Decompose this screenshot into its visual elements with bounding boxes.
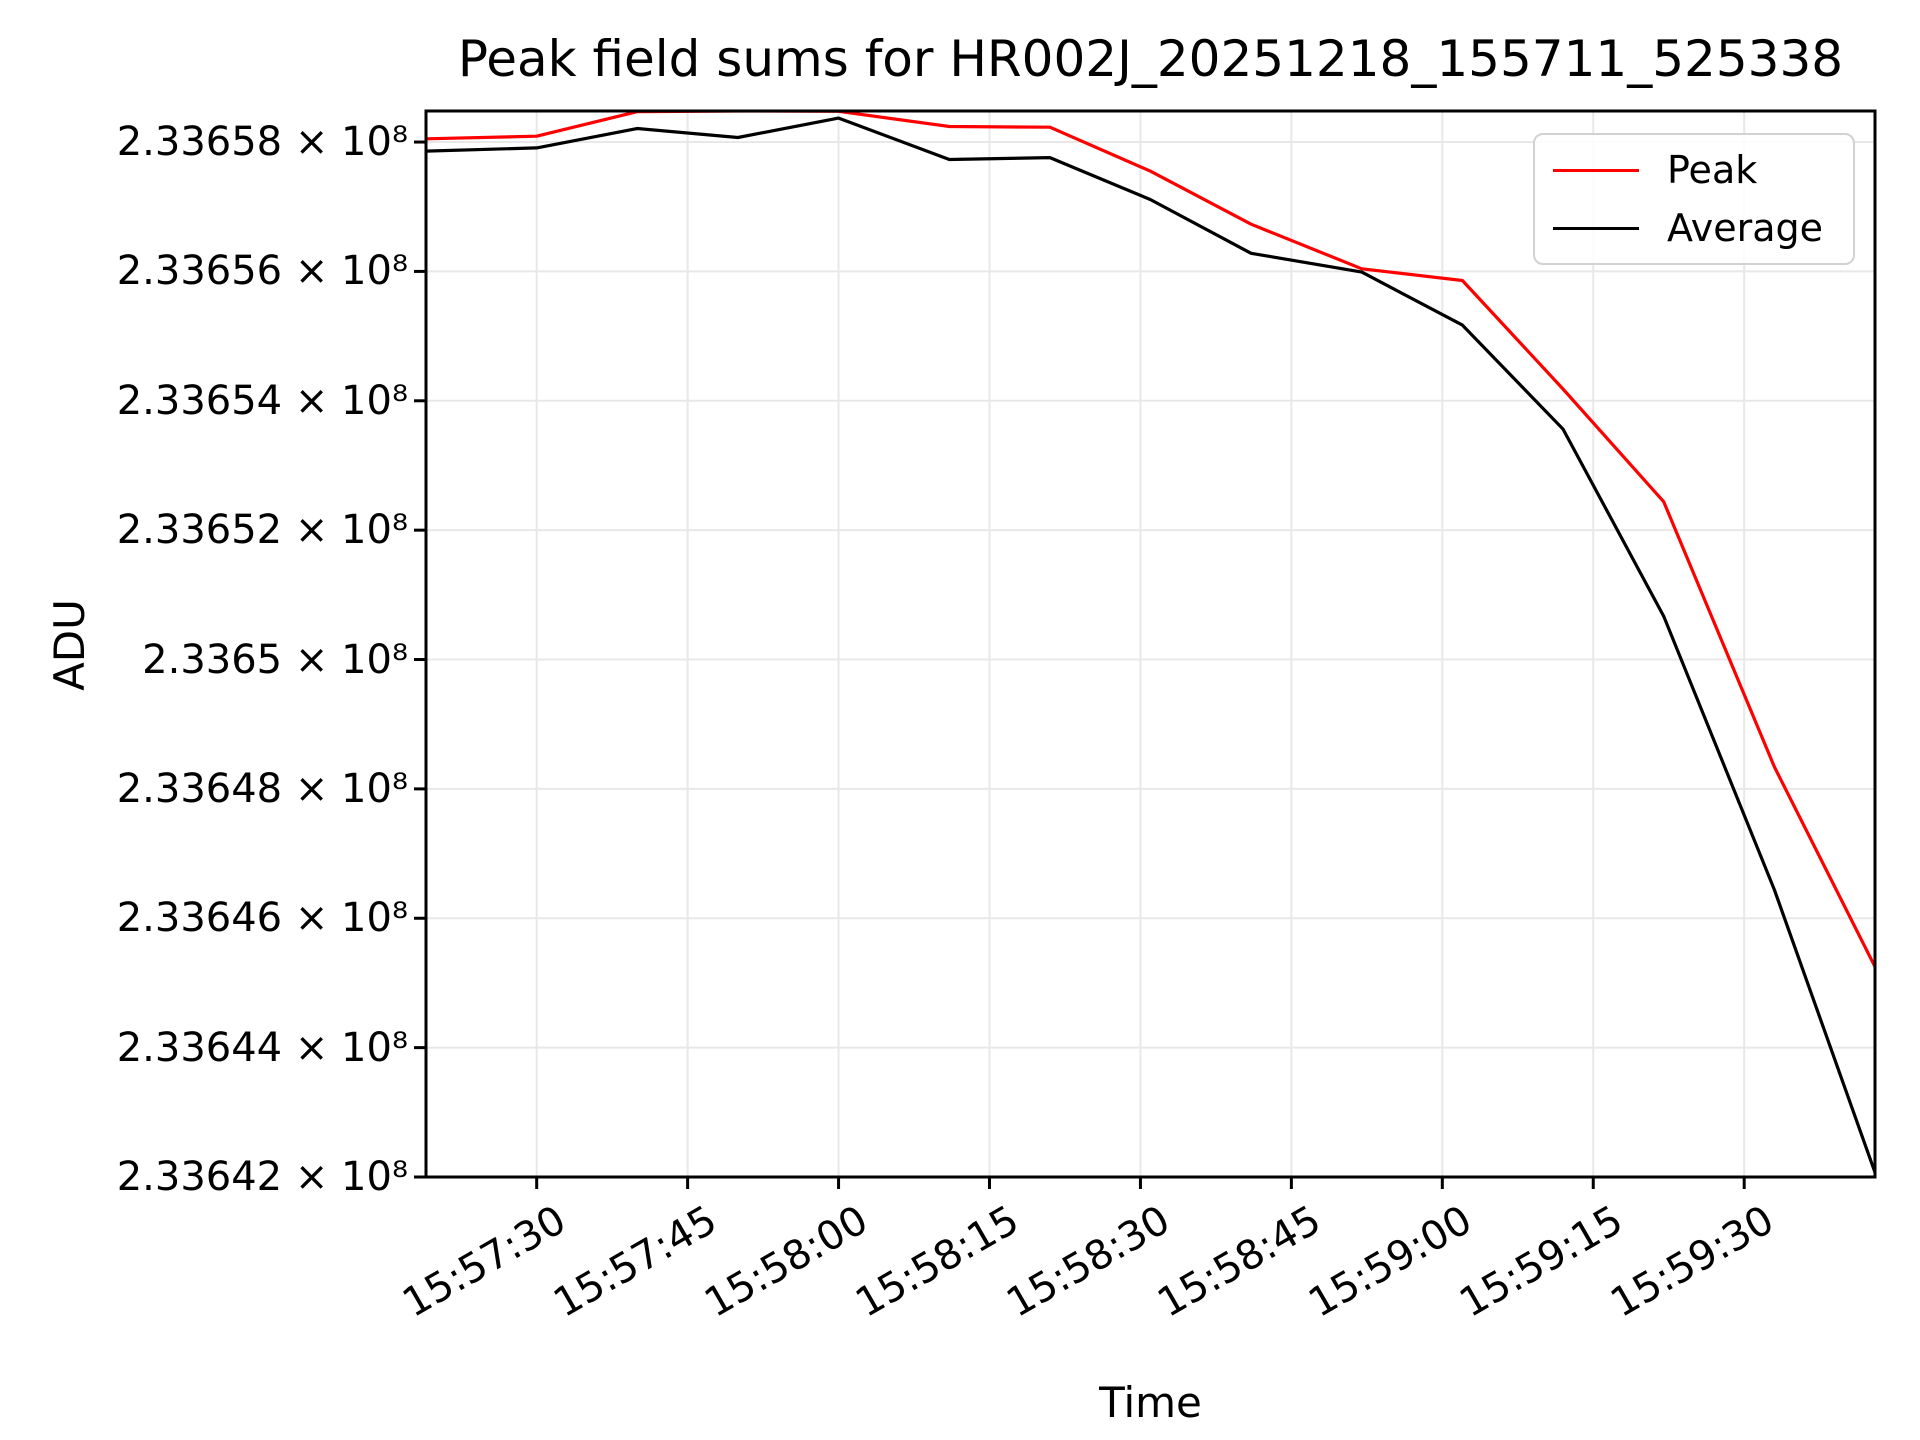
y-tick-label: 2.33648 × 10⁸ — [116, 765, 408, 812]
legend-line-sample — [1553, 226, 1639, 230]
legend-label: Peak — [1667, 148, 1758, 192]
legend: Peak Average — [1533, 133, 1855, 265]
y-tick-label: 2.33644 × 10⁸ — [116, 1024, 408, 1071]
y-tick-label: 2.3365 × 10⁸ — [142, 636, 408, 683]
y-tick-label: 2.33646 × 10⁸ — [116, 895, 408, 942]
legend-row: Average — [1535, 199, 1853, 257]
x-axis-label: Time — [1099, 1378, 1202, 1427]
legend-label: Average — [1667, 206, 1824, 250]
legend-line-sample — [1553, 168, 1639, 172]
y-tick-label: 2.33658 × 10⁸ — [116, 119, 408, 166]
chart-title: Peak field sums for HR002J_20251218_1557… — [457, 30, 1844, 88]
y-tick-label: 2.33654 × 10⁸ — [116, 377, 408, 424]
y-tick-label: 2.33656 × 10⁸ — [116, 248, 408, 295]
legend-row: Peak — [1535, 141, 1853, 199]
axes-spines — [424, 109, 1877, 1179]
series-line-average — [426, 116, 1875, 1174]
y-tick-label: 2.33652 × 10⁸ — [116, 507, 408, 554]
y-tick-label: 2.33642 × 10⁸ — [116, 1154, 408, 1200]
